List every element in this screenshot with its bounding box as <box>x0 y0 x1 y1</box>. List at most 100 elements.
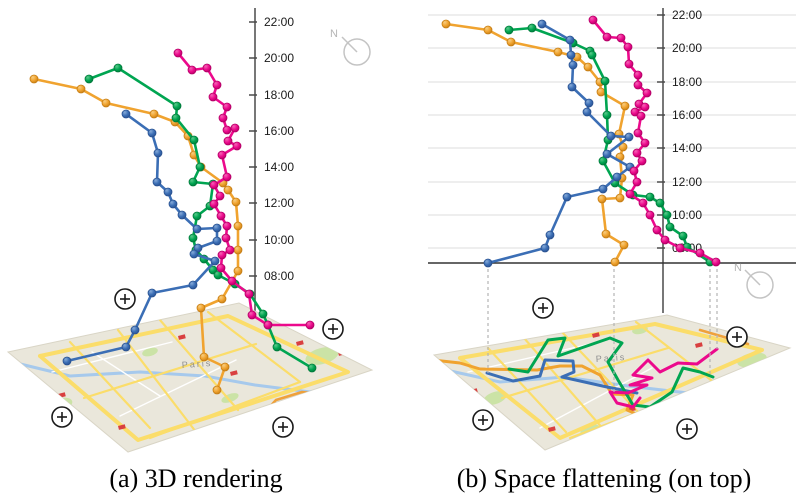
trajectory-point-magenta <box>645 210 655 220</box>
trajectory-point-magenta <box>640 138 650 148</box>
time-tick-label: 22:00 <box>672 8 702 22</box>
trajectory-point-blue <box>483 258 493 268</box>
trajectory-point-blue <box>598 184 608 194</box>
trajectory-point-blue <box>566 50 576 60</box>
trajectory-point-green <box>602 110 612 120</box>
map-park <box>142 347 158 357</box>
map-red-label <box>178 334 186 340</box>
trajectory-point-blue <box>210 256 220 266</box>
trajectory-point-magenta <box>633 80 643 90</box>
trajectory-point-blue <box>188 280 198 290</box>
plus-marker-button[interactable] <box>726 326 748 348</box>
plus-marker-button[interactable] <box>322 318 344 340</box>
trajectory-point-magenta <box>652 225 662 235</box>
trajectory-point-magenta <box>624 59 634 69</box>
map-road-yellow <box>82 342 258 400</box>
trajectory-point-orange <box>441 19 451 29</box>
plus-marker-button[interactable] <box>676 418 698 440</box>
compass-needle <box>341 36 358 53</box>
trajectory-point-orange <box>217 294 227 304</box>
trajectory-point-orange <box>233 221 243 231</box>
flat-track-magenta <box>608 347 719 409</box>
trajectory-point-green <box>189 135 199 145</box>
time-tick-label: 18:00 <box>672 75 702 89</box>
plus-marker-button[interactable] <box>51 406 73 428</box>
time-tick-label: 10:00 <box>672 208 702 222</box>
trajectory-point-blue <box>121 109 131 119</box>
caption-a: (a) 3D rendering <box>109 464 283 493</box>
trajectory-green <box>504 23 715 267</box>
time-tick-label: 12:00 <box>672 175 702 189</box>
trajectory-point-orange <box>583 62 593 72</box>
trajectory-point-blue <box>192 224 202 234</box>
trajectory-point-magenta <box>227 276 237 286</box>
compass-widget[interactable]: N <box>734 262 774 299</box>
compass-circle <box>343 38 371 66</box>
compass-needle <box>744 269 761 286</box>
trajectory-point-blue <box>568 60 578 70</box>
plus-marker-button[interactable] <box>532 297 554 319</box>
trajectory-point-blue <box>567 82 577 92</box>
trajectory-point-magenta <box>173 48 183 58</box>
trajectory-point-magenta <box>623 42 633 52</box>
trajectory-point-green <box>655 198 665 208</box>
trajectory-point-blue <box>130 325 140 335</box>
trajectory-point-green <box>587 50 597 60</box>
trajectory-point-orange <box>610 257 620 267</box>
trajectory-point-blue <box>612 172 622 182</box>
trajectory-point-orange <box>212 385 222 395</box>
trajectory-point-green <box>678 231 688 241</box>
trajectory-point-green <box>258 309 268 319</box>
trajectory-blue <box>62 109 222 366</box>
time-tick-label: 20:00 <box>672 41 702 55</box>
panel-3d-rendering: 22:00 20:00 18:00 16:00 14:00 12:00 10:00 08:00… <box>6 8 374 453</box>
plus-marker-button[interactable] <box>114 288 136 310</box>
trajectory-point-green <box>195 162 205 172</box>
trajectory-point-blue <box>163 187 173 197</box>
trajectory-point-magenta <box>642 88 652 98</box>
plus-marker-button[interactable] <box>472 409 494 431</box>
trajectory-point-blue <box>152 177 162 187</box>
trajectory-point-green <box>188 233 198 243</box>
trajectory-point-blue <box>147 288 157 298</box>
time-tick-label: 22:00 <box>264 15 294 29</box>
trajectory-point-green <box>172 101 182 111</box>
trajectory-point-blue <box>177 210 187 220</box>
trajectory-point-orange <box>601 229 611 239</box>
map-ring-road <box>458 322 764 440</box>
trajectory-point-magenta <box>217 150 227 160</box>
trajectory-point-blue <box>193 243 203 253</box>
trajectory-point-orange <box>101 98 111 108</box>
trajectory-point-magenta <box>230 123 240 133</box>
trajectory-point-blue <box>168 199 178 209</box>
trajectory-point-magenta <box>625 189 635 199</box>
plus-marker-button[interactable] <box>272 416 294 438</box>
trajectory-point-orange <box>615 193 625 203</box>
trajectory-point-orange <box>199 352 209 362</box>
trajectory-blue <box>483 19 635 268</box>
trajectory-point-orange <box>149 109 159 119</box>
trajectory-point-magenta <box>208 92 218 102</box>
map-a[interactable]: Paris <box>6 302 374 453</box>
trajectory-point-magenta <box>638 198 648 208</box>
map-park <box>483 391 507 405</box>
trajectory-point-blue <box>562 192 572 202</box>
trajectory-point-magenta <box>216 211 226 221</box>
compass-widget[interactable]: N <box>330 28 371 66</box>
map-ring-road <box>38 314 350 442</box>
trajectory-point-green <box>645 192 655 202</box>
map-red-label <box>694 342 703 348</box>
trajectory-point-magenta <box>675 243 685 253</box>
time-tick-label: 20:00 <box>264 51 294 65</box>
trajectory-point-magenta <box>216 263 226 273</box>
map-park <box>251 423 273 437</box>
trajectory-point-magenta <box>695 248 705 258</box>
trajectory-point-magenta <box>632 177 642 187</box>
trajectory-magenta <box>173 48 315 330</box>
trajectory-point-blue <box>189 249 199 259</box>
map-road-yellow <box>558 328 642 416</box>
trajectory-point-orange <box>483 25 493 35</box>
trajectory-point-magenta <box>633 128 643 138</box>
trajectory-point-magenta <box>263 320 273 330</box>
